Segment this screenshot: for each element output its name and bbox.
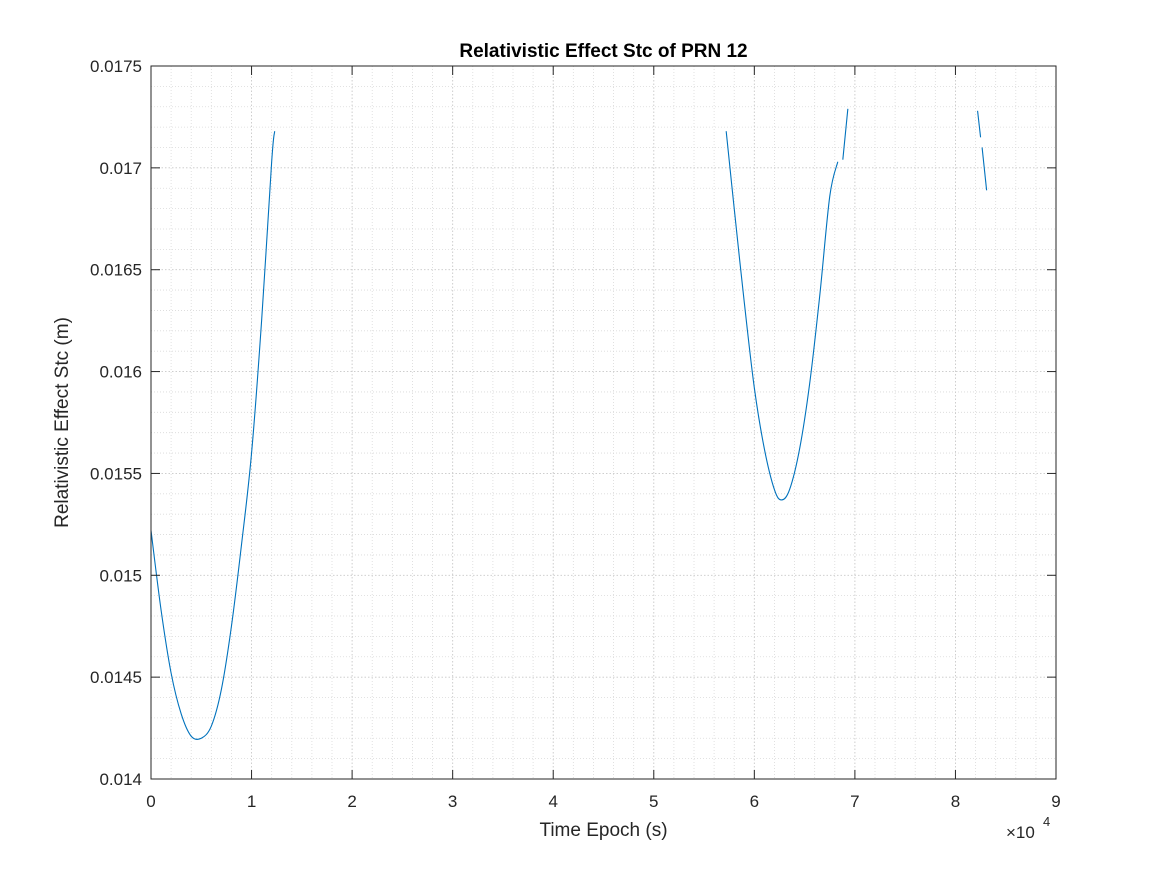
y-tick-label: 0.0175 [90,57,142,76]
series-line-segment [725,131,839,501]
x-tick-label: 6 [750,792,759,811]
y-axis-label: Relativistic Effect Stc (m) [52,317,73,528]
series-layer [150,108,988,740]
x-tick-label: 3 [448,792,457,811]
x-tick-label: 1 [247,792,256,811]
y-tick-label: 0.0145 [90,668,142,687]
x-tick-label: 8 [951,792,960,811]
series-line-segment [981,147,988,191]
y-tick-label: 0.0155 [90,464,142,483]
series-line-segment [842,108,849,160]
x-axis-label: Time Epoch (s) [539,820,667,841]
x-tick-label: 4 [548,792,557,811]
y-tick-label: 0.0165 [90,261,142,280]
series-line-segment [977,110,982,138]
y-tick-label: 0.015 [99,566,142,585]
tick-marks [150,65,1057,780]
plot-area-background [151,66,1056,779]
x-exponent-power: 4 [1043,814,1050,829]
x-tick-label: 2 [347,792,356,811]
x-tick-label: 0 [146,792,155,811]
x-tick-label: 5 [649,792,658,811]
series-line-segment [150,131,276,740]
y-tick-label: 0.014 [99,770,142,789]
x-tick-label: 7 [850,792,859,811]
x-tick-label: 9 [1051,792,1060,811]
minor-grid [151,66,1056,779]
y-tick-label: 0.016 [99,363,142,382]
chart-title: Relativistic Effect Stc of PRN 12 [459,41,747,62]
x-tick-labels: 0 1 2 3 4 5 6 7 8 9 [146,792,1060,811]
y-tick-label: 0.017 [99,159,142,178]
plot-area-frame [150,65,1057,780]
y-tick-labels: 0.014 0.0145 0.015 0.0155 0.016 0.0165 0.017 0.… [90,57,142,789]
x-exponent-label: ×10 [1006,823,1035,842]
